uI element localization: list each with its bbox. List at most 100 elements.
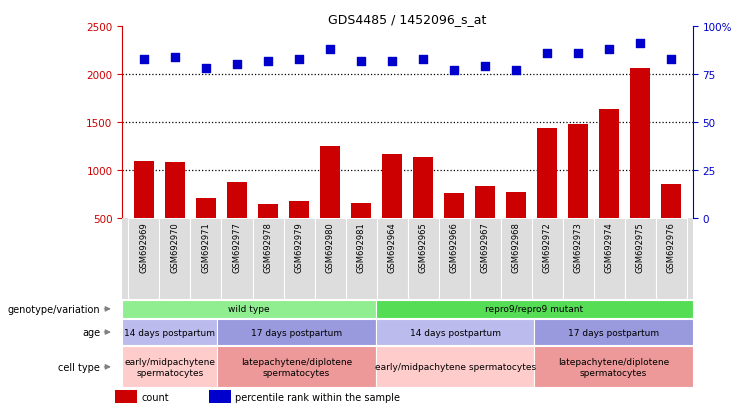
- Bar: [258, 204, 278, 267]
- Point: [355, 58, 367, 65]
- FancyBboxPatch shape: [314, 219, 345, 299]
- Bar: [320, 147, 340, 267]
- Text: GSM692965: GSM692965: [419, 221, 428, 272]
- Text: GSM692966: GSM692966: [450, 221, 459, 272]
- Bar: [209, 391, 231, 403]
- Point: [541, 50, 553, 57]
- Point: [262, 58, 274, 65]
- Text: GSM692968: GSM692968: [511, 221, 521, 272]
- Point: [138, 56, 150, 63]
- FancyBboxPatch shape: [284, 219, 314, 299]
- Text: GSM692970: GSM692970: [170, 221, 179, 272]
- Text: GSM692974: GSM692974: [605, 221, 614, 272]
- FancyBboxPatch shape: [625, 219, 656, 299]
- Bar: [227, 183, 247, 267]
- Bar: [506, 193, 526, 267]
- Bar: [165, 162, 185, 267]
- Point: [603, 47, 615, 53]
- Text: GSM692981: GSM692981: [356, 221, 365, 272]
- FancyBboxPatch shape: [159, 219, 190, 299]
- Bar: [661, 184, 681, 267]
- FancyBboxPatch shape: [470, 219, 501, 299]
- FancyBboxPatch shape: [345, 219, 376, 299]
- FancyBboxPatch shape: [376, 319, 534, 345]
- Bar: [351, 204, 371, 267]
- Text: GSM692978: GSM692978: [264, 221, 273, 272]
- FancyBboxPatch shape: [656, 219, 687, 299]
- Text: GSM692973: GSM692973: [574, 221, 582, 272]
- FancyBboxPatch shape: [128, 219, 159, 299]
- FancyBboxPatch shape: [376, 300, 693, 318]
- Bar: [115, 391, 137, 403]
- Bar: [134, 161, 154, 267]
- Point: [510, 68, 522, 74]
- FancyBboxPatch shape: [439, 219, 470, 299]
- Point: [169, 54, 181, 61]
- Text: latepachytene/diplotene
spermatocytes: latepachytene/diplotene spermatocytes: [558, 357, 669, 377]
- Text: GSM692967: GSM692967: [481, 221, 490, 272]
- Point: [200, 66, 212, 72]
- Text: GSM692971: GSM692971: [202, 221, 210, 272]
- FancyBboxPatch shape: [190, 219, 222, 299]
- Point: [417, 56, 429, 63]
- FancyBboxPatch shape: [122, 300, 376, 318]
- Point: [479, 64, 491, 71]
- FancyBboxPatch shape: [408, 219, 439, 299]
- Bar: [289, 202, 309, 267]
- Bar: [382, 154, 402, 267]
- FancyBboxPatch shape: [562, 219, 594, 299]
- Text: 14 days postpartum: 14 days postpartum: [410, 328, 501, 337]
- Text: GSM692964: GSM692964: [388, 221, 396, 272]
- FancyBboxPatch shape: [122, 319, 217, 345]
- Bar: [196, 199, 216, 267]
- FancyBboxPatch shape: [594, 219, 625, 299]
- Text: early/midpachytene
spermatocytes: early/midpachytene spermatocytes: [124, 357, 216, 377]
- Text: 17 days postpartum: 17 days postpartum: [568, 328, 659, 337]
- Text: count: count: [142, 392, 169, 402]
- Text: genotype/variation: genotype/variation: [7, 304, 100, 314]
- Point: [572, 50, 584, 57]
- FancyBboxPatch shape: [501, 219, 531, 299]
- FancyBboxPatch shape: [534, 319, 693, 345]
- FancyBboxPatch shape: [222, 219, 253, 299]
- Text: GSM692969: GSM692969: [139, 221, 148, 272]
- FancyBboxPatch shape: [376, 347, 534, 387]
- Text: repro9/repro9 mutant: repro9/repro9 mutant: [485, 305, 583, 313]
- FancyBboxPatch shape: [253, 219, 284, 299]
- Text: GSM692976: GSM692976: [667, 221, 676, 272]
- Text: latepachytene/diplotene
spermatocytes: latepachytene/diplotene spermatocytes: [241, 357, 352, 377]
- FancyBboxPatch shape: [534, 347, 693, 387]
- Text: cell type: cell type: [59, 362, 100, 372]
- Bar: [413, 157, 433, 267]
- FancyBboxPatch shape: [376, 219, 408, 299]
- Bar: [599, 109, 619, 267]
- Text: GSM692977: GSM692977: [233, 221, 242, 272]
- Bar: [537, 128, 557, 267]
- Title: GDS4485 / 1452096_s_at: GDS4485 / 1452096_s_at: [328, 13, 487, 26]
- Text: GSM692975: GSM692975: [636, 221, 645, 272]
- Point: [293, 56, 305, 63]
- Bar: [444, 194, 464, 267]
- FancyBboxPatch shape: [531, 219, 562, 299]
- Point: [324, 47, 336, 53]
- Point: [386, 58, 398, 65]
- Text: wild type: wild type: [228, 305, 270, 313]
- Text: 17 days postpartum: 17 days postpartum: [251, 328, 342, 337]
- Point: [634, 41, 646, 47]
- Bar: [475, 186, 495, 267]
- Point: [448, 68, 460, 74]
- Bar: [568, 125, 588, 267]
- Bar: [630, 69, 650, 267]
- Text: 14 days postpartum: 14 days postpartum: [124, 328, 216, 337]
- Point: [665, 56, 677, 63]
- FancyBboxPatch shape: [217, 319, 376, 345]
- Text: age: age: [82, 327, 100, 337]
- FancyBboxPatch shape: [122, 347, 217, 387]
- FancyBboxPatch shape: [217, 347, 376, 387]
- Text: early/midpachytene spermatocytes: early/midpachytene spermatocytes: [374, 363, 536, 371]
- Text: percentile rank within the sample: percentile rank within the sample: [235, 392, 400, 402]
- Text: GSM692972: GSM692972: [542, 221, 551, 272]
- Point: [231, 62, 243, 69]
- Text: GSM692979: GSM692979: [294, 221, 304, 272]
- Text: GSM692980: GSM692980: [325, 221, 334, 272]
